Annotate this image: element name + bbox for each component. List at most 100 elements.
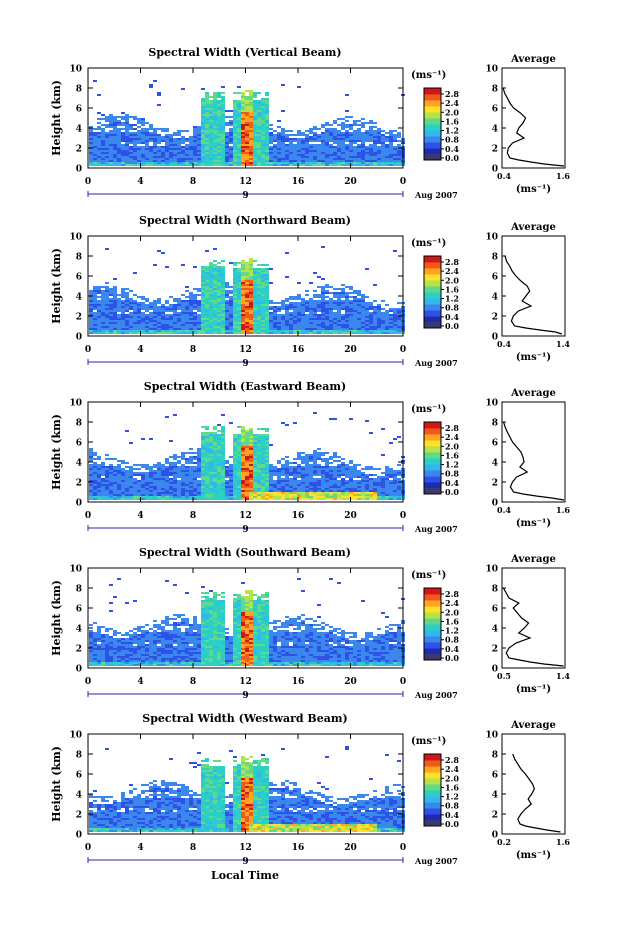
average-y-tick-label: 8	[492, 85, 498, 95]
colorbar-segment	[424, 118, 441, 125]
colorbar-segment	[424, 654, 441, 660]
colorbar-tick-label: 0.0	[445, 819, 459, 829]
colorbar-segment	[424, 624, 441, 631]
y-tick-label: 10	[69, 233, 82, 243]
colorbar-unit: (ms⁻¹)	[411, 404, 446, 415]
panel-title: Spectral Width (Northward Beam)	[139, 214, 351, 227]
colorbar-tick-label: 2.8	[445, 755, 459, 765]
colorbar-segment	[424, 124, 441, 131]
x-axis-label: Local Time	[211, 869, 279, 882]
x-tick-label: 0	[85, 677, 91, 687]
colorbar-tick-label: 2.4	[445, 266, 459, 276]
x-tick-label: 0	[400, 677, 406, 687]
x-tick-label: 16	[292, 177, 305, 187]
colorbar-segment	[424, 796, 441, 803]
colorbar-segment	[424, 440, 441, 447]
colorbar-segment	[424, 130, 441, 137]
y-tick-label: 2	[76, 645, 82, 655]
y-tick-label: 10	[69, 731, 82, 741]
colorbar-segment	[424, 452, 441, 459]
panel-1: Spectral Width (Vertical Beam) 0 2 4 6 8 10 Hei…	[50, 46, 570, 201]
colorbar-segment	[424, 820, 441, 826]
y-tick-label: 2	[76, 479, 82, 489]
y-tick-label: 4	[76, 459, 82, 469]
y-tick-label: 2	[76, 811, 82, 821]
colorbar-tick-label: 2.8	[445, 589, 459, 599]
average-y-tick-label: 4	[492, 293, 498, 303]
x-tick-label: 0	[85, 345, 91, 355]
date-label: Aug 2007	[414, 190, 458, 200]
average-x-label: (ms⁻¹)	[516, 850, 551, 861]
average-title: Average	[510, 54, 556, 65]
colorbar-tick-label: 1.2	[445, 126, 459, 136]
x-tick-label: 12	[239, 677, 252, 687]
average-x-label: (ms⁻¹)	[516, 184, 551, 195]
average-y-tick-label: 6	[492, 273, 498, 283]
colorbar-frame	[423, 255, 442, 329]
colorbar-segment	[424, 310, 441, 317]
colorbar-tick-label: 0.8	[445, 135, 459, 145]
colorbar-segment	[424, 94, 441, 101]
y-tick-label: 8	[76, 751, 82, 761]
colorbar-frame	[423, 87, 442, 161]
average-y-tick-label: 0	[492, 665, 498, 675]
colorbar-segment	[424, 298, 441, 305]
colorbar-tick-label: 0.4	[445, 312, 459, 322]
colorbar-tick-label: 1.2	[445, 460, 459, 470]
x-tick-label: 0	[400, 177, 406, 187]
colorbar-segment	[424, 148, 441, 155]
y-tick-label: 10	[69, 565, 82, 575]
average-y-tick-label: 2	[492, 645, 498, 655]
average-y-tick-label: 10	[485, 399, 498, 409]
colorbar-segment	[424, 594, 441, 601]
colorbar-tick-label: 1.6	[445, 450, 459, 460]
x-tick-label: 20	[344, 843, 357, 853]
x-tick-label: 0	[85, 177, 91, 187]
average-y-tick-label: 10	[485, 731, 498, 741]
colorbar-tick-label: 2.8	[445, 89, 459, 99]
average-x-tick-label: 1.6	[556, 505, 570, 515]
average-y-tick-label: 8	[492, 419, 498, 429]
average-title: Average	[510, 222, 556, 233]
average-profile-line	[503, 421, 565, 501]
heatmap	[89, 578, 405, 666]
colorbar-tick-label: 2.4	[445, 432, 459, 442]
colorbar-tick-label: 1.6	[445, 782, 459, 792]
average-y-tick-label: 10	[485, 565, 498, 575]
colorbar-segment	[424, 136, 441, 143]
y-tick-label: 6	[76, 273, 82, 283]
average-title: Average	[510, 720, 556, 731]
y-tick-label: 0	[76, 499, 82, 509]
x-tick-label: 12	[239, 177, 252, 187]
colorbar-segment	[424, 600, 441, 607]
date-label: Aug 2007	[414, 358, 458, 368]
average-y-tick-label: 2	[492, 145, 498, 155]
average-panel: Average 0 2 4 6 8 10 0.4 1.4 (ms⁻¹)	[485, 222, 570, 363]
colorbar-tick-label: 0.4	[445, 644, 459, 654]
colorbar-segment	[424, 802, 441, 809]
colorbar-segment	[424, 642, 441, 649]
colorbar-segment	[424, 106, 441, 113]
x-tick-label: 0	[400, 843, 406, 853]
x-tick-label: 0	[85, 843, 91, 853]
average-y-tick-label: 8	[492, 253, 498, 263]
y-tick-label: 6	[76, 439, 82, 449]
colorbar-segment	[424, 772, 441, 779]
x-tick-label: 8	[190, 345, 196, 355]
average-x-tick-label: 0.4	[497, 171, 511, 181]
colorbar-frame	[423, 587, 442, 661]
average-y-tick-label: 6	[492, 439, 498, 449]
colorbar-segment	[424, 304, 441, 311]
y-tick-label: 8	[76, 85, 82, 95]
colorbar-tick-label: 0.4	[445, 810, 459, 820]
average-y-tick-label: 6	[492, 605, 498, 615]
x-tick-label: 4	[137, 677, 143, 687]
average-frame	[501, 567, 566, 669]
average-y-tick-label: 8	[492, 585, 498, 595]
colorbar-segment	[424, 488, 441, 494]
colorbar-tick-label: 2.8	[445, 257, 459, 267]
colorbar-segment	[424, 630, 441, 637]
y-tick-label: 8	[76, 585, 82, 595]
colorbar-segment	[424, 256, 441, 263]
x-tick-label: 4	[137, 511, 143, 521]
